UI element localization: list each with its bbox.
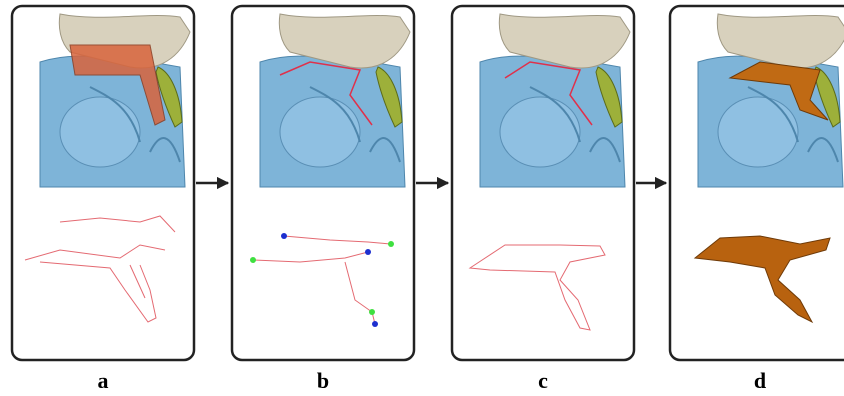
panel-label: a [98, 368, 109, 393]
panel-label: d [754, 368, 766, 393]
panel-label: c [538, 368, 548, 393]
panel: d [670, 6, 844, 393]
panel: b [232, 6, 414, 393]
page: {"panels": [{"label": "a"}, {"label": "b… [0, 0, 844, 396]
panel: c [452, 6, 634, 393]
panel: a [12, 6, 194, 393]
panel-label: b [317, 368, 329, 393]
figure: a b c d [0, 0, 844, 396]
